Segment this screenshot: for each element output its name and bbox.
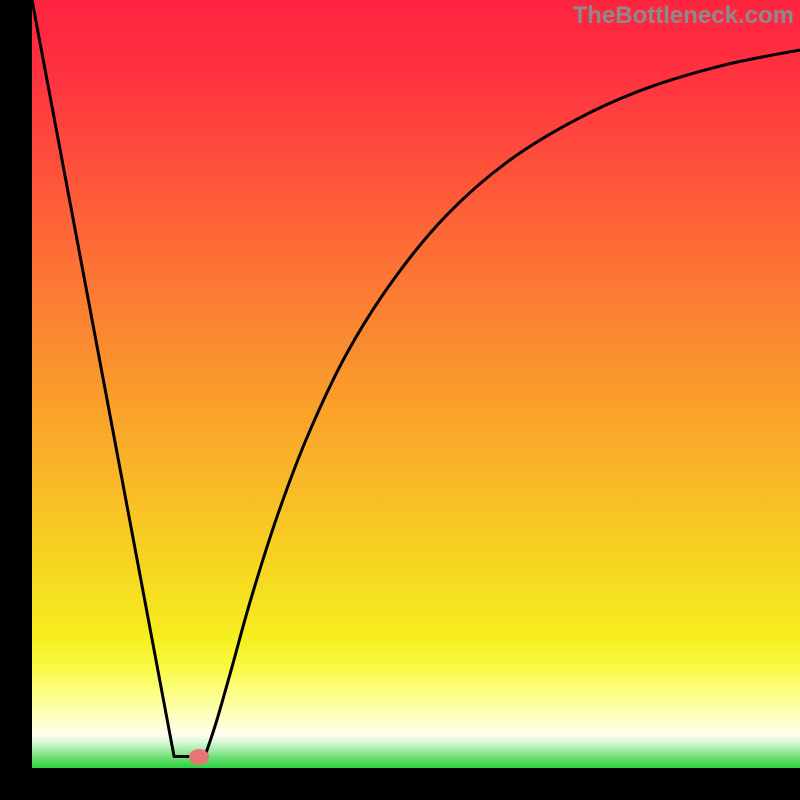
watermark-text: TheBottleneck.com <box>573 2 794 30</box>
curve-marker <box>189 749 209 765</box>
gradient-background <box>32 0 800 768</box>
plot-area <box>32 0 800 768</box>
chart-frame: TheBottleneck.com <box>0 0 800 800</box>
